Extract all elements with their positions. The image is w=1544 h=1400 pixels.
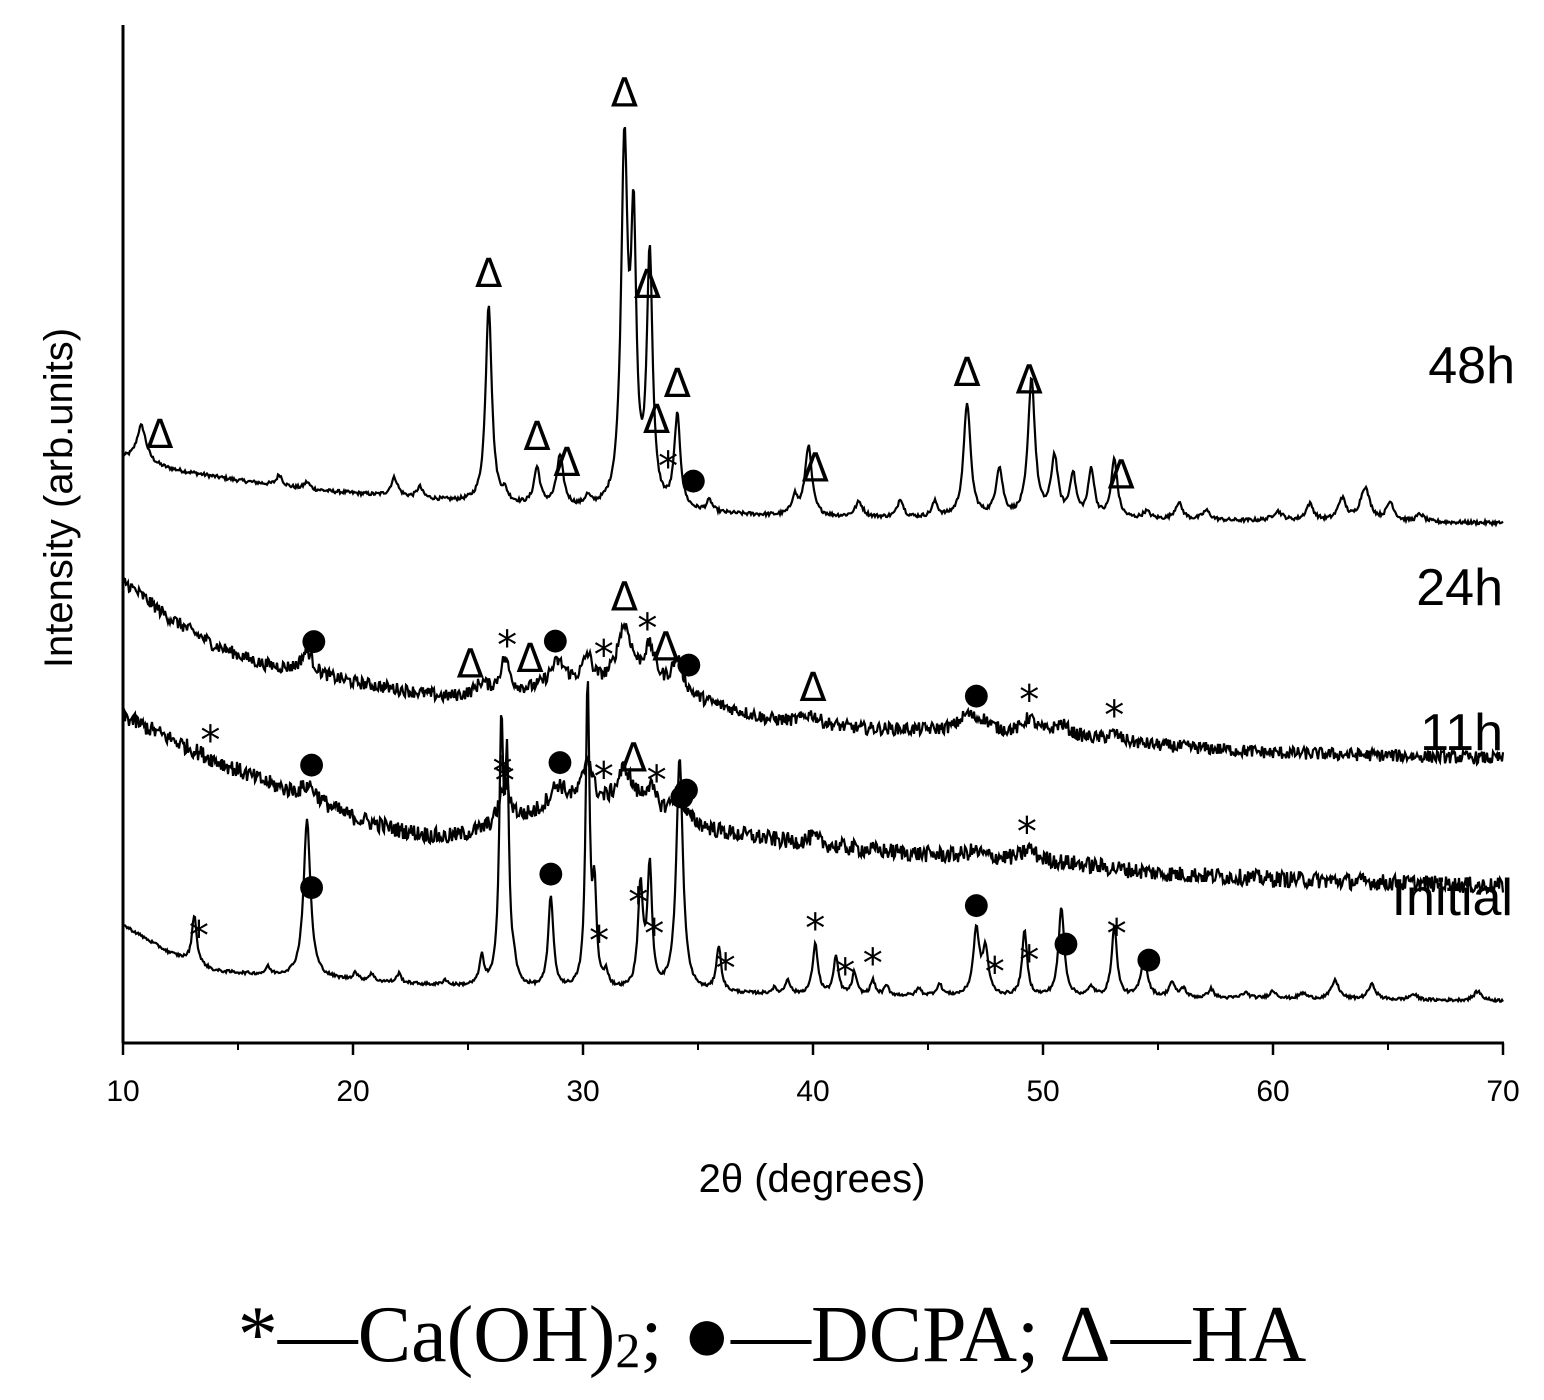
series-layer [121,126,1505,1004]
phase-marker-0-10: Δ [802,446,830,492]
axes: 10 20 30 40 50 60 70 [106,25,1520,1108]
series-label-3: Initial [1392,869,1513,927]
legend: *—Ca(OH)2; ●—DCPA; Δ—HA [0,1290,1544,1381]
phase-marker-0-0: Δ [146,412,174,458]
y-axis-title: Intensity (arb.units) [37,328,81,668]
phase-marker-2-0: * [200,718,220,764]
legend-dash: — [1110,1291,1191,1379]
x-tick-label-3: 40 [796,1075,829,1108]
phase-marker-3-5: * [628,880,648,926]
phase-marker-0-7: Δ [664,361,692,407]
phase-marker-0-1: Δ [475,251,503,297]
series-line-0 [122,126,1504,528]
phase-marker-0-3: Δ [553,440,581,486]
series-line-3 [122,681,1504,1004]
phase-marker-3-13: * [985,950,1005,996]
phase-marker-0-11: Δ [953,350,981,396]
phase-marker-1-8: Δ [652,624,680,670]
phase-marker-1-6: Δ [611,574,639,620]
series-labels: 48h 24h 11h Initial [1392,337,1515,927]
phase-marker-3-11: * [863,941,883,987]
phase-marker-2-6: * [647,758,667,804]
phase-marker-2-4: * [594,755,614,801]
series-label-0: 48h [1428,337,1515,395]
phase-marker-2-8: * [1017,809,1037,855]
phase-marker-3-0: * [189,914,209,960]
phase-marker-3-1: ● [299,868,325,903]
x-axis-title: 2θ (degrees) [699,1157,926,1201]
phase-marker-1-2: * [497,623,517,669]
legend-subscript: 2 [615,1322,641,1378]
phase-marker-1-1: Δ [457,641,485,687]
phase-marker-3-2: * [495,759,515,805]
phase-marker-1-11: ● [963,677,989,712]
phase-marker-2-1: ● [299,746,325,781]
phase-marker-0-6: Δ [643,397,671,443]
phase-marker-1-10: Δ [799,665,827,711]
legend-entry-0: *—Ca(OH)2; [238,1290,683,1381]
phase-marker-3-16: * [1107,912,1127,958]
phase-marker-1-13: * [1104,693,1124,739]
phase-marker-2-5: Δ [620,736,648,782]
phase-marker-3-12: ● [963,887,989,922]
legend-separator: ; [640,1291,683,1379]
series-label-1: 24h [1416,559,1503,617]
x-tick-label-1: 20 [336,1075,369,1108]
phase-marker-3-17: ● [1136,941,1162,976]
x-tick-label-0: 10 [106,1075,139,1108]
phase-marker-1-12: * [1019,677,1039,723]
series-label-2: 11h [1420,704,1503,762]
phase-marker-0-5: Δ [634,262,662,308]
legend-symbol: Δ [1059,1291,1111,1379]
phase-marker-3-7: ● [669,778,695,813]
legend-label: HA [1190,1291,1307,1379]
legend-symbol: * [237,1291,278,1379]
phase-marker-3-4: * [589,918,609,964]
legend-entry-1: ●—DCPA; [683,1290,1060,1381]
legend-entry-2: Δ—HA [1059,1290,1306,1381]
phase-marker-2-3: ● [547,744,573,779]
legend-label: DCPA [810,1291,1018,1379]
phase-marker-0-13: Δ [1108,453,1136,499]
phase-marker-3-9: * [805,906,825,952]
phase-marker-1-0: ● [301,622,327,657]
series-line-2 [121,708,1505,896]
phase-marker-3-14: * [1019,938,1039,984]
phase-marker-3-3: ● [538,855,564,890]
legend-label: Ca(OH) [357,1291,616,1379]
phase-marker-3-10: * [835,951,855,997]
legend-symbol: ● [682,1291,731,1379]
series-line-1 [121,575,1505,767]
x-tick-label-2: 30 [566,1075,599,1108]
phase-marker-3-8: * [716,946,736,992]
phase-marker-0-9: ● [680,462,706,497]
phase-marker-0-2: Δ [523,414,551,460]
legend-dash: — [730,1291,811,1379]
x-tick-label-4: 50 [1026,1075,1059,1108]
phase-marker-3-6: * [644,911,664,957]
phase-marker-0-4: Δ [611,70,639,116]
phase-marker-1-7: * [637,606,657,652]
phase-marker-2-7: ● [673,771,699,806]
phase-marker-1-5: * [594,633,614,679]
phase-marker-3-15: ● [1053,925,1079,960]
phase-marker-2-2: * [493,749,513,795]
legend-separator: ; [1017,1291,1060,1379]
phase-marker-0-8: * [658,444,678,490]
legend-dash: — [277,1291,358,1379]
phase-marker-1-4: ● [542,622,568,657]
phase-marker-0-12: Δ [1016,357,1044,403]
x-tick-label-6: 70 [1486,1075,1519,1108]
phase-marker-1-9: ● [676,646,702,681]
phase-marker-1-3: Δ [516,636,544,682]
x-tick-label-5: 60 [1256,1075,1289,1108]
